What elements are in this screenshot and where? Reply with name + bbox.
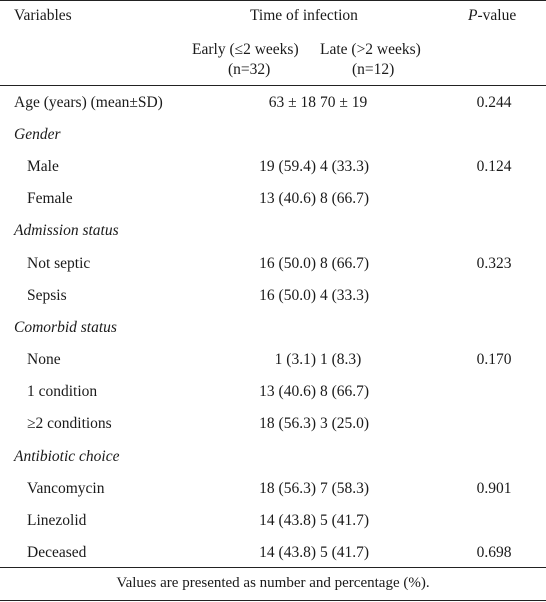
- row-deceased-late: 5 (41.7): [320, 544, 370, 561]
- section-gender: Gender: [14, 126, 61, 143]
- row-none-late: 1 (8.3): [320, 351, 362, 368]
- header-rule: [0, 85, 546, 86]
- row-male-label: Male: [27, 158, 59, 175]
- row-not-septic-late: 8 (66.7): [320, 255, 370, 272]
- row-male-p: 0.124: [476, 158, 512, 175]
- row-deceased-p: 0.698: [476, 544, 512, 561]
- row-one-condition-label: 1 condition: [27, 383, 98, 400]
- row-linezolid-late: 5 (41.7): [320, 512, 370, 529]
- row-one-condition-late: 8 (66.7): [320, 383, 370, 400]
- row-age-late: 70 ± 19: [320, 94, 368, 111]
- header-p-suffix: -value: [477, 7, 517, 24]
- row-female-label: Female: [27, 190, 73, 207]
- row-none-p: 0.170: [476, 351, 512, 368]
- row-sepsis-early: 16 (50.0): [259, 287, 316, 304]
- row-deceased-early: 14 (43.8): [259, 544, 316, 561]
- row-vancomycin-late: 7 (58.3): [320, 480, 370, 497]
- top-rule: [0, 0, 546, 1]
- section-comorbid-status: Comorbid status: [14, 319, 117, 336]
- header-late-n: (n=12): [352, 61, 395, 78]
- section-antibiotic-choice: Antibiotic choice: [14, 448, 120, 465]
- row-not-septic-p: 0.323: [476, 255, 512, 272]
- row-linezolid-early: 14 (43.8): [259, 512, 316, 529]
- row-female-early: 13 (40.6): [259, 190, 316, 207]
- section-admission-status: Admission status: [14, 222, 119, 239]
- row-age-label: Age (years) (mean±SD): [14, 94, 163, 111]
- row-age-p: 0.244: [476, 94, 512, 111]
- row-vancomycin-early: 18 (56.3): [259, 480, 316, 497]
- header-late-label: Late (>2 weeks): [320, 41, 421, 58]
- row-two-plus-conditions-early: 18 (56.3): [259, 415, 316, 432]
- row-not-septic-early: 16 (50.0): [259, 255, 316, 272]
- footer-rule: [0, 600, 546, 601]
- row-one-condition-early: 13 (40.6): [259, 383, 316, 400]
- row-none-label: None: [27, 351, 61, 368]
- row-sepsis-late: 4 (33.3): [320, 287, 370, 304]
- row-none-early: 1 (3.1): [274, 351, 316, 368]
- row-age-early: 63 ± 18: [268, 94, 316, 111]
- row-two-plus-conditions-late: 3 (25.0): [320, 415, 370, 432]
- header-time-of-infection: Time of infection: [250, 7, 358, 24]
- bottom-rule: [0, 567, 546, 568]
- row-male-early: 19 (59.4): [259, 158, 316, 175]
- table-footnote: Values are presented as number and perce…: [116, 575, 430, 591]
- header-variables: Variables: [14, 7, 72, 24]
- row-vancomycin-label: Vancomycin: [27, 480, 105, 497]
- row-linezolid-label: Linezolid: [27, 512, 87, 529]
- row-deceased-label: Deceased: [27, 544, 87, 561]
- header-p-letter: P: [468, 7, 478, 24]
- row-vancomycin-p: 0.901: [476, 480, 512, 497]
- row-not-septic-label: Not septic: [27, 255, 91, 272]
- header-early-label: Early (≤2 weeks): [192, 41, 299, 58]
- header-early-n: (n=32): [228, 61, 271, 78]
- row-sepsis-label: Sepsis: [27, 287, 67, 304]
- row-two-plus-conditions-label: ≥2 conditions: [27, 415, 112, 432]
- header-p-value: P-value: [468, 6, 516, 26]
- row-female-late: 8 (66.7): [320, 190, 370, 207]
- row-male-late: 4 (33.3): [320, 158, 370, 175]
